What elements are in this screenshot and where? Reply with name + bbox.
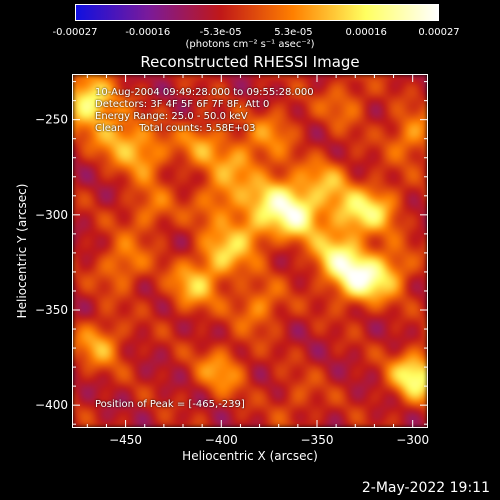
x-tick-label: −350 [301,433,334,447]
x-axis-label: Heliocentric X (arcsec) [182,449,318,463]
y-tick-label: −350 [35,303,68,317]
annotation-clean-counts: Clean Total counts: 5.58E+03 [95,123,256,134]
colorbar-tick-label: 0.00016 [345,27,387,38]
footer-date: 2-May-2022 19:11 [361,480,490,496]
chart-title: Reconstructed RHESSI Image [140,53,360,71]
annotation-peak-position: Position of Peak = [-465,-239] [95,399,245,410]
x-tick-label: −400 [205,433,238,447]
annotation-detectors: Detectors: 3F 4F 5F 6F 7F 8F, Att 0 [95,99,270,110]
colorbar-tick-label: -0.00016 [125,27,171,38]
colorbar-tick-label: -0.00027 [52,27,98,38]
colorbar-tick-label: -5.3e-05 [199,27,242,38]
annotation-energy-range: Energy Range: 25.0 - 50.0 keV [95,111,248,122]
colorbar-units: (photons cm⁻² s⁻¹ asec⁻²) [185,39,315,50]
y-tick-label: −400 [35,398,68,412]
y-tick-label: −250 [35,113,68,127]
colorbar [75,4,439,21]
annotation-time-range: 10-Aug-2004 09:49:28.000 to 09:55:28.000 [95,87,314,98]
y-axis-label: Heliocentric Y (arcsec) [15,184,29,319]
plot-area: 10-Aug-2004 09:49:28.000 to 09:55:28.000… [72,74,428,428]
colorbar-tick-label: 0.00027 [418,27,460,38]
x-tick-label: −450 [109,433,142,447]
x-tick-label: −300 [396,433,429,447]
heatmap-image [73,75,427,427]
y-tick-label: −300 [35,208,68,222]
colorbar-tick-label: 5.3e-05 [274,27,313,38]
